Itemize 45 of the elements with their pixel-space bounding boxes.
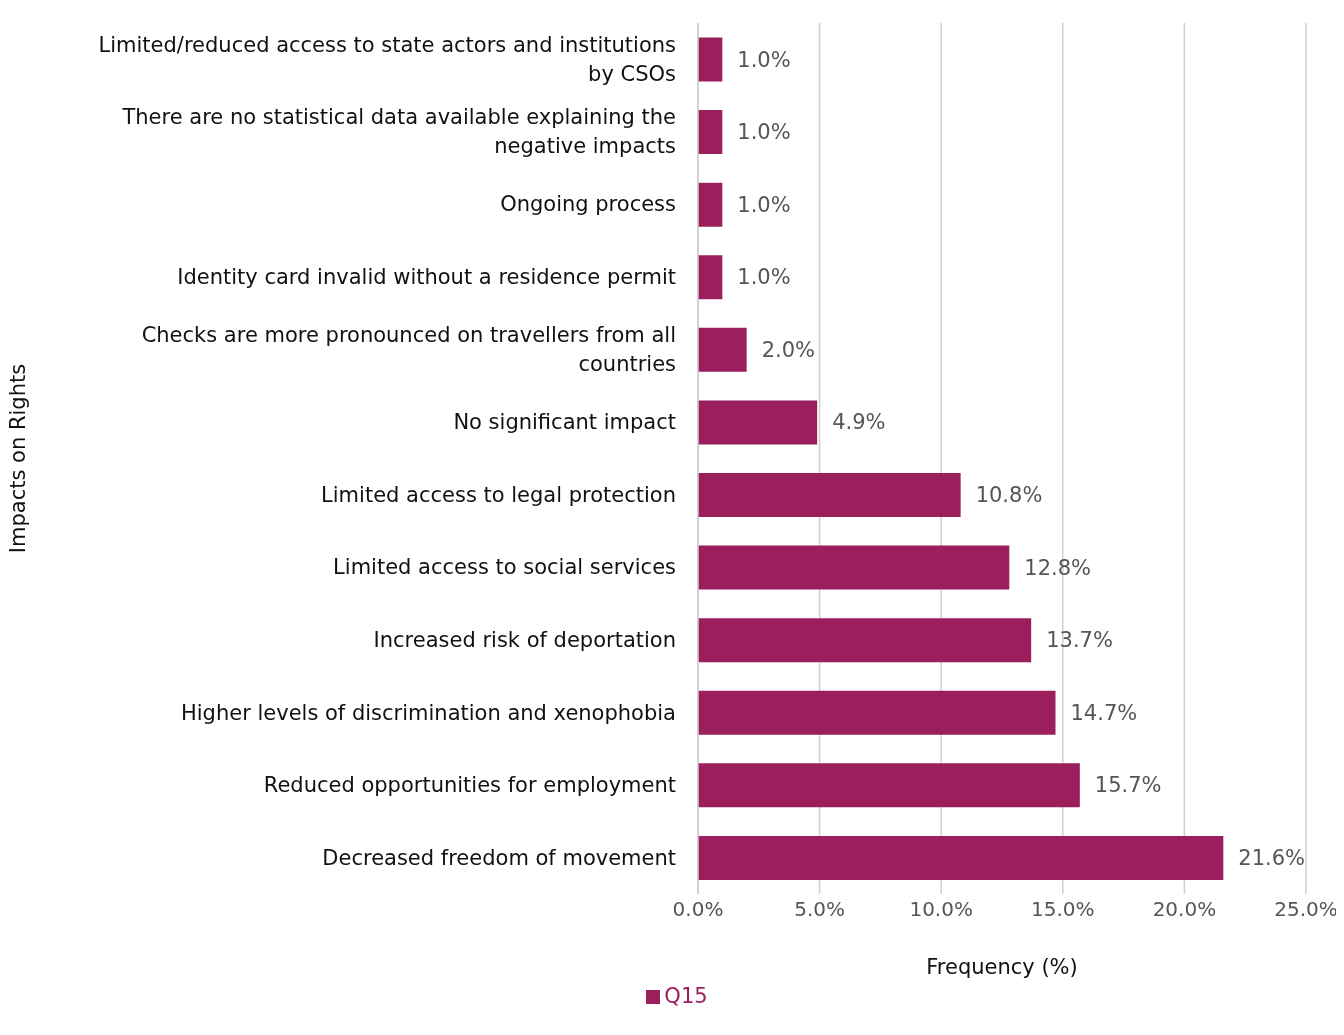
bar: [698, 255, 723, 300]
data-label: 1.0%: [737, 192, 791, 217]
y-tick-label: Decreased freedom of movement: [322, 845, 676, 870]
data-label: 14.7%: [1070, 700, 1138, 725]
x-tick-label: 20.0%: [1152, 897, 1217, 922]
bar: [698, 763, 1080, 808]
data-label: 1.0%: [737, 265, 791, 290]
bar: [698, 400, 818, 445]
bar: [698, 327, 747, 372]
bar: [698, 37, 723, 82]
data-label: 21.6%: [1238, 845, 1306, 870]
data-label: 2.0%: [761, 337, 815, 362]
bar: [698, 618, 1032, 663]
y-tick-label: Identity card invalid without a residence permit: [177, 265, 676, 290]
y-tick-label: Checks are more pronounced on travellers from all countries: [141, 323, 676, 377]
y-tick-label: Limited access to legal protection: [321, 482, 676, 507]
bar: [698, 545, 1010, 590]
y-tick-label: Increased risk of deportation: [373, 627, 676, 652]
y-tick-label: Higher levels of discrimination and xenophobia: [180, 700, 676, 725]
bar: [698, 690, 1056, 735]
y-tick-label: Limited/reduced access to state actors and institutions by CSOs: [98, 32, 676, 86]
x-axis-title: Frequency (%): [926, 955, 1078, 979]
bar: [698, 835, 1224, 880]
x-tick-label: 0.0%: [672, 897, 724, 922]
data-label: 12.8%: [1024, 555, 1092, 580]
y-axis-title: Impacts on Rights: [6, 363, 31, 554]
data-label: 1.0%: [737, 120, 791, 145]
x-tick-label: 5.0%: [794, 897, 846, 922]
legend-label: Q15: [664, 984, 708, 1008]
x-tick-label: 15.0%: [1031, 897, 1095, 922]
bar: [698, 473, 961, 518]
data-label: 10.8%: [975, 483, 1043, 508]
data-label: 13.7%: [1046, 628, 1113, 653]
y-tick-label: Limited access to social services: [333, 555, 676, 580]
bar: [698, 110, 723, 155]
data-label: 1.0%: [737, 47, 791, 72]
x-tick-label: 10.0%: [909, 897, 973, 922]
x-tick-label: 25.0%: [1274, 897, 1338, 922]
bar: [698, 182, 723, 227]
data-label: 4.9%: [832, 410, 886, 435]
y-tick-label: No significant impact: [453, 410, 676, 435]
data-label: 15.7%: [1094, 773, 1162, 798]
y-tick-label: Ongoing process: [500, 192, 676, 217]
y-tick-label: Reduced opportunities for employment: [263, 773, 676, 798]
y-tick-label: There are no statistical data available explaining the negative impacts: [121, 105, 676, 159]
